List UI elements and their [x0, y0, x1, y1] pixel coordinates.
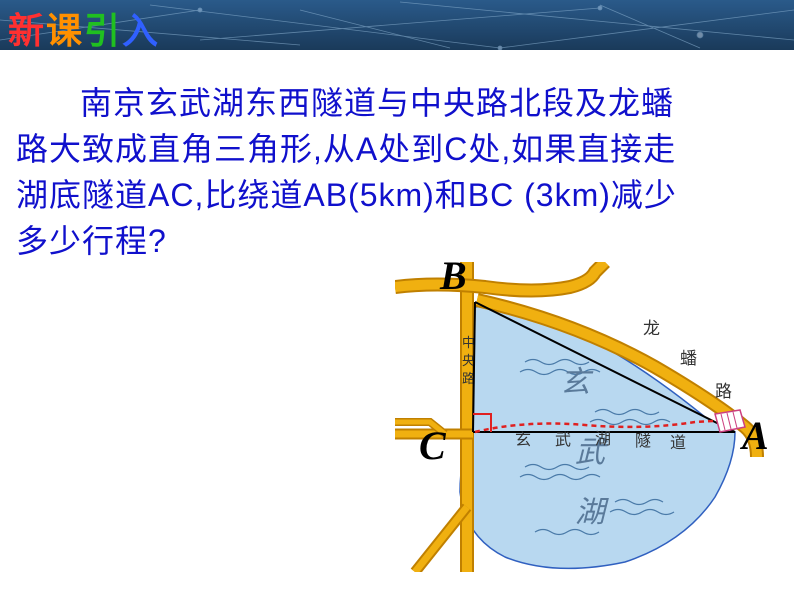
title-char-1: 新	[8, 10, 46, 51]
text-line-2: 路大致成直角三角形,从A处到C处,如果直接走	[16, 131, 676, 167]
svg-text:隧: 隧	[635, 432, 651, 450]
text-line-4: 多少行程?	[16, 223, 167, 259]
slide-title: 新课引入	[8, 2, 160, 54]
title-char-4: 入	[122, 10, 160, 51]
svg-text:中: 中	[462, 335, 475, 350]
map-svg: 玄 武 湖 龙 蟠 路	[395, 262, 765, 572]
svg-text:湖: 湖	[575, 496, 609, 529]
svg-text:湖: 湖	[595, 430, 611, 448]
map-diagram: 玄 武 湖 龙 蟠 路	[395, 262, 765, 572]
svg-text:龙: 龙	[643, 319, 660, 338]
point-label-c: C	[419, 422, 446, 469]
point-label-b: B	[440, 252, 467, 299]
title-char-3: 引	[84, 10, 122, 51]
svg-text:路: 路	[715, 382, 732, 401]
problem-text: 南京玄武湖东西隧道与中央路北段及龙蟠 路大致成直角三角形,从A处到C处,如果直接…	[16, 80, 776, 264]
title-char-2: 课	[46, 10, 84, 51]
text-line-3: 湖底隧道AC,比绕道AB(5km)和BC (3km)减少	[16, 177, 677, 213]
text-line-1: 南京玄武湖东西隧道与中央路北段及龙蟠	[80, 85, 674, 121]
svg-text:蟠: 蟠	[680, 349, 697, 368]
svg-text:玄: 玄	[515, 431, 531, 449]
point-label-a: A	[742, 412, 769, 459]
svg-text:玄: 玄	[560, 366, 594, 399]
svg-text:道: 道	[670, 434, 686, 452]
svg-text:武: 武	[555, 431, 571, 449]
